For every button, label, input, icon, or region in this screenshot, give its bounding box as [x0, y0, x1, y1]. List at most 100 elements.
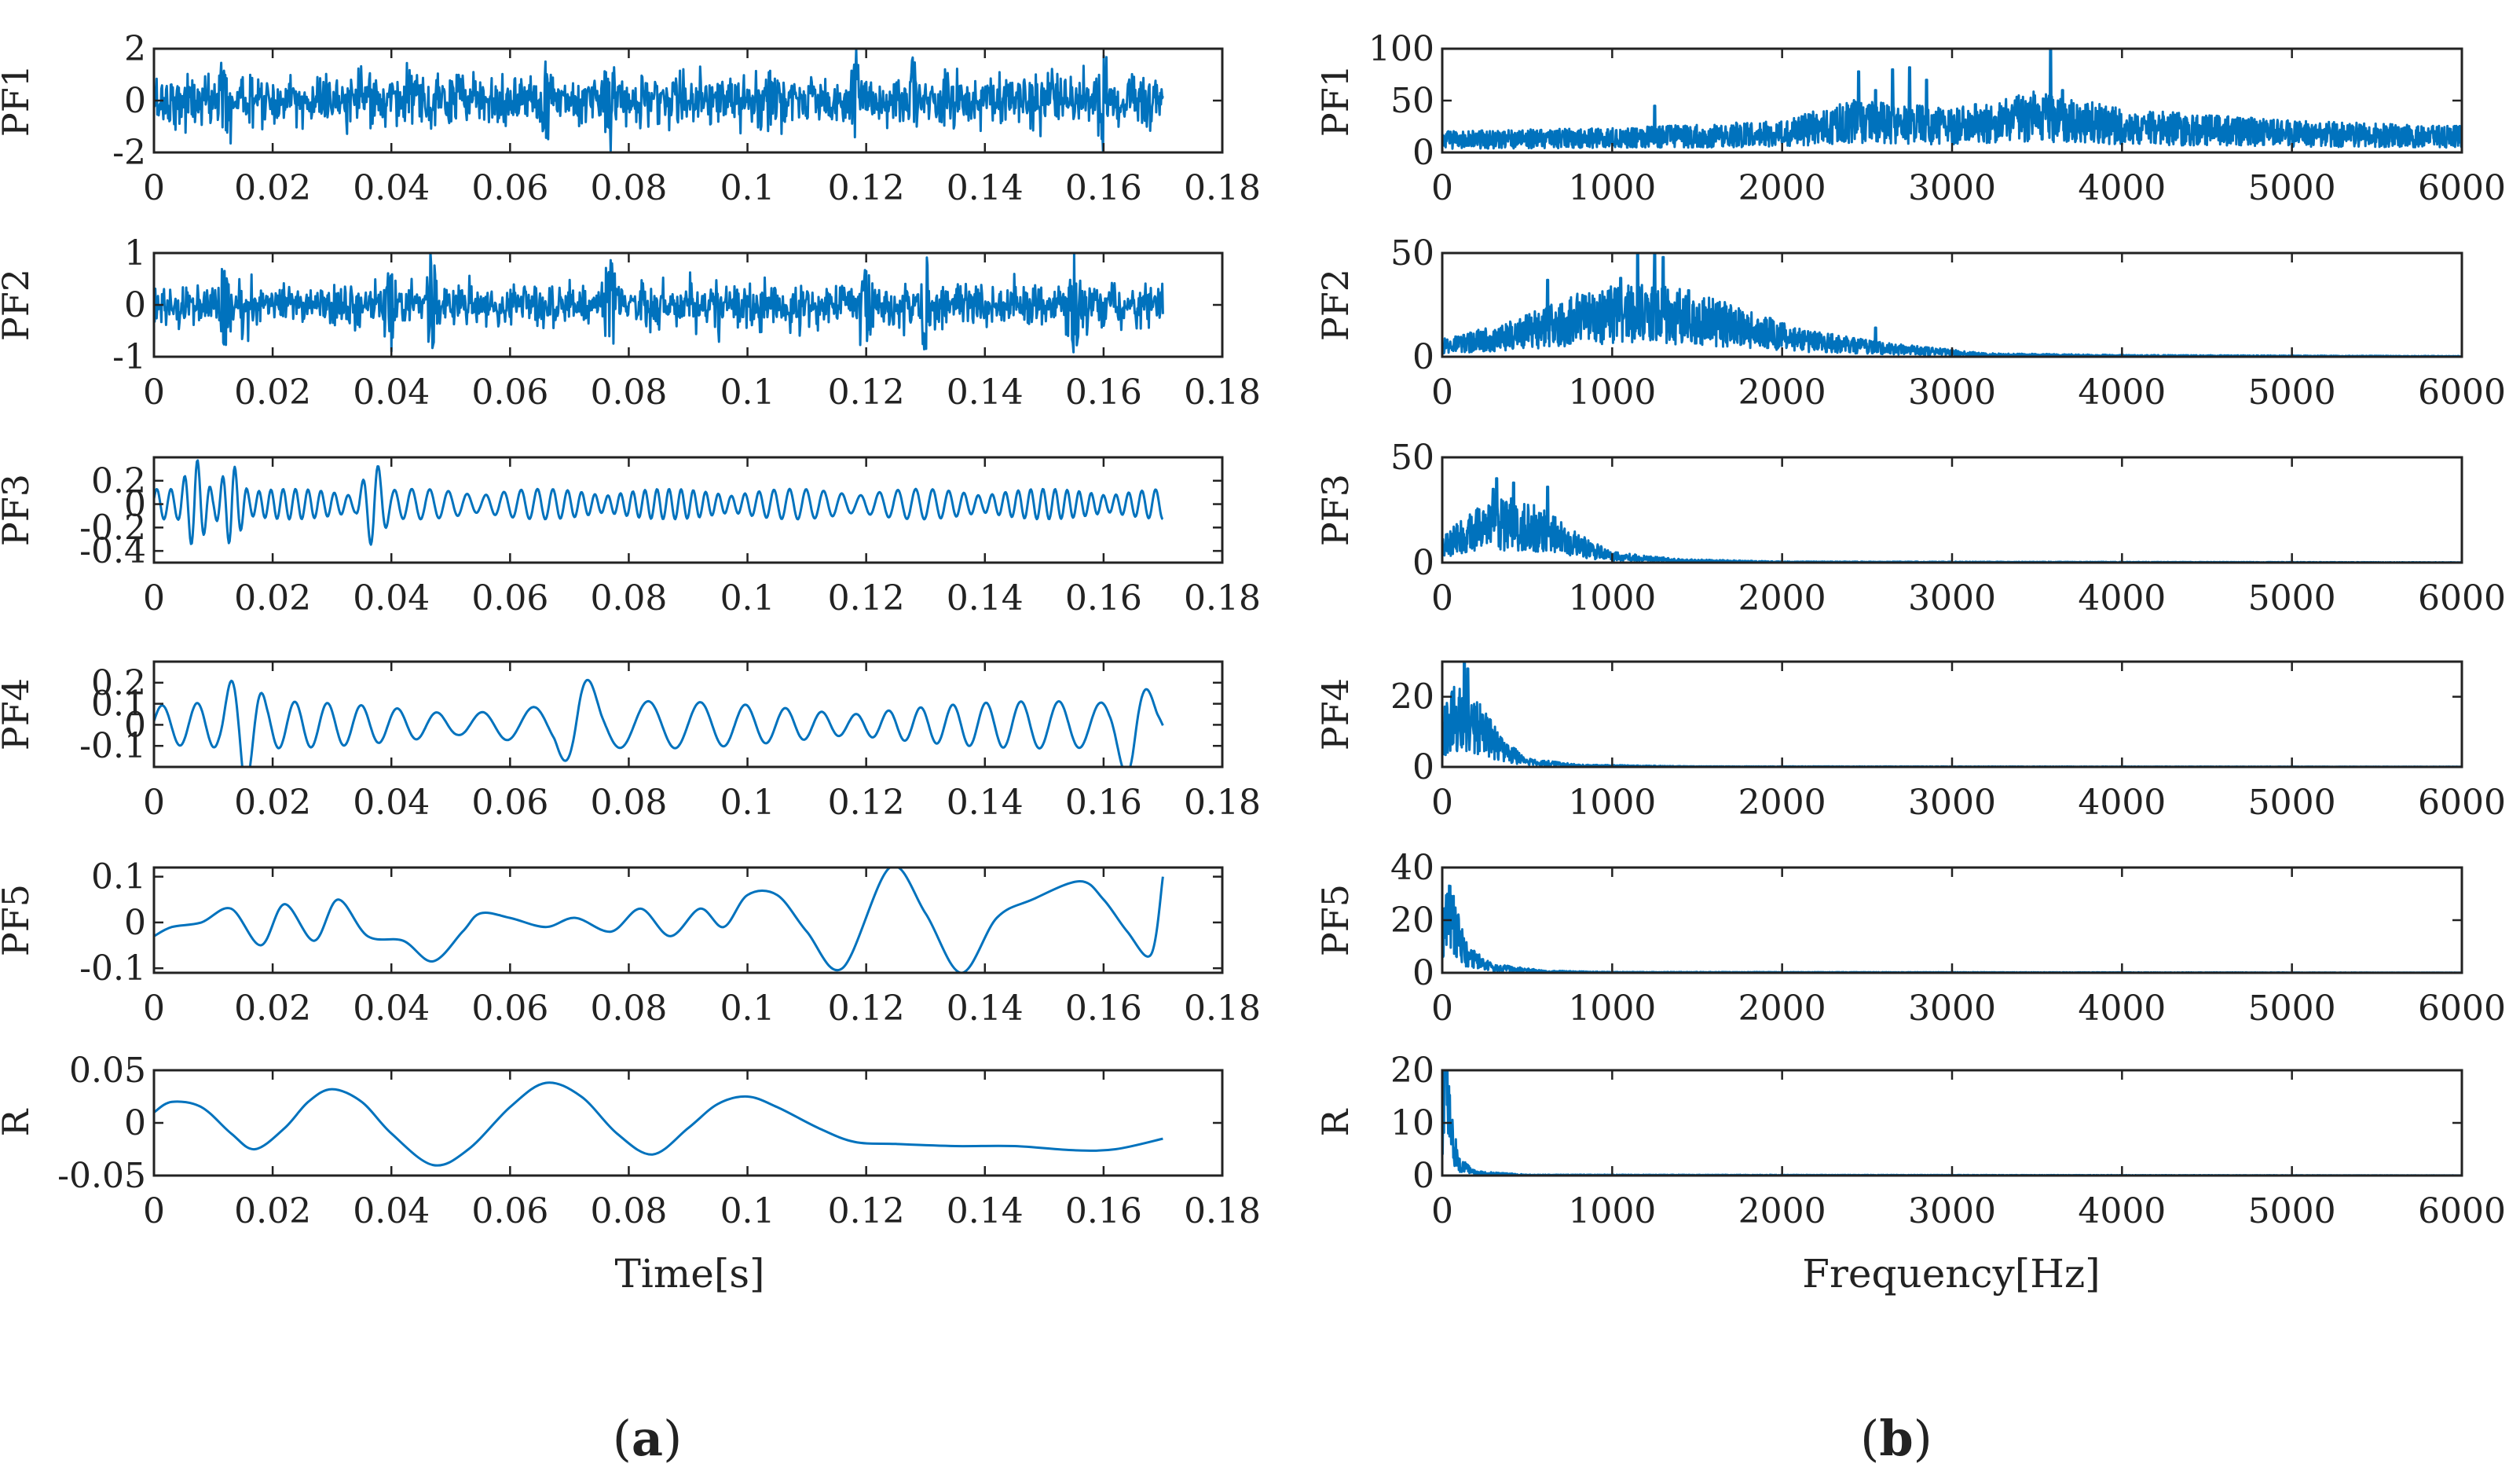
- x-tick-label: 0.06: [471, 989, 548, 1029]
- x-tick-label: 0.1: [720, 1191, 775, 1231]
- x-tick-label: 6000: [2418, 1191, 2506, 1231]
- x-tick-label: 6000: [2418, 168, 2506, 208]
- panel-b-caption-label: (b): [1860, 1410, 1932, 1467]
- y-tick-label: 0.1: [91, 684, 146, 724]
- y-tick-label: 100: [1368, 29, 1434, 69]
- x-tick-label: 0: [143, 168, 165, 208]
- x-tick-label: 0: [143, 1191, 165, 1231]
- x-tick-label: 0.1: [720, 578, 775, 618]
- y-tick-label: 0: [124, 903, 146, 943]
- y-axis-label: PF1: [1314, 64, 1357, 137]
- axes-frame: [152, 1069, 1224, 1177]
- y-tick-label: 0: [1412, 747, 1434, 787]
- x-tick-label: 6000: [2418, 783, 2506, 823]
- subplot-a-r: 0 0.02 0.04 0.06 0.08 0.1 0.12 0.14 0.16 0.18 0.05…: [0, 1051, 1261, 1231]
- x-tick-label: 0.18: [1184, 372, 1261, 413]
- x-tick-label: 0.14: [947, 168, 1024, 208]
- axes-frame: [1441, 660, 2463, 769]
- y-axis-label: PF5: [1314, 884, 1357, 956]
- x-tick-label: 0.08: [590, 578, 667, 618]
- trace-b-pf1: [1442, 49, 2462, 150]
- x-tick-label: 0.02: [234, 168, 311, 208]
- y-axis-label: PF3: [1314, 474, 1357, 546]
- x-tick-label: 1000: [1568, 989, 1656, 1029]
- y-axis-label: R: [1314, 1108, 1357, 1136]
- panel-b-caption-letter: b: [1879, 1410, 1913, 1467]
- trace-a-pf3: [154, 459, 1164, 546]
- y-tick-label: 20: [1390, 677, 1434, 717]
- y-tick-label: 0: [1412, 133, 1434, 173]
- x-tick-label: 0.04: [353, 1191, 430, 1231]
- trace-b-pf2: [1442, 253, 2462, 357]
- y-axis-label: PF3: [0, 474, 37, 546]
- x-tick-label: 0.04: [353, 783, 430, 823]
- x-tick-label: 5000: [2248, 168, 2336, 208]
- x-tick-label: 0.18: [1184, 989, 1261, 1029]
- x-tick-label: 0.16: [1065, 1191, 1142, 1231]
- y-tick-label: 50: [1390, 233, 1434, 273]
- axes-frame: [152, 456, 1224, 564]
- y-tick-label: 40: [1390, 848, 1434, 888]
- panel-b-caption-close: ): [1914, 1410, 1932, 1467]
- x-tick-label: 1000: [1568, 168, 1656, 208]
- x-tick-label: 5000: [2248, 578, 2336, 618]
- panel-b-caption-open: (: [1860, 1410, 1879, 1467]
- y-tick-label: 0: [124, 705, 146, 745]
- trace-b-pf5: [1442, 884, 2462, 973]
- x-tick-label: 4000: [2078, 578, 2166, 618]
- x-tick-label: 0.16: [1065, 372, 1142, 413]
- y-axis-label: PF2: [1314, 269, 1357, 341]
- x-tick-label: 5000: [2248, 372, 2336, 413]
- y-tick-label: 0: [124, 485, 146, 525]
- y-tick-label: -0.1: [79, 726, 146, 766]
- panel-a-caption-letter: a: [632, 1410, 663, 1467]
- y-tick-label: 2: [124, 29, 146, 69]
- subplot-b-pf5: 0 1000 2000 3000 4000 5000 6000 40 20 0 PF5: [1314, 848, 2506, 1029]
- subplot-a-pf3: 0 0.02 0.04 0.06 0.08 0.1 0.12 0.14 0.16 0.180.20…: [0, 456, 1261, 618]
- y-tick-label: 20: [1390, 901, 1434, 941]
- x-tick-label: 2000: [1738, 783, 1826, 823]
- x-tick-label: 0.02: [234, 783, 311, 823]
- subplot-b-pf1: 0 1000 2000 3000 4000 5000 6000 100 50 0 PF1: [1314, 29, 2506, 208]
- x-tick-label: 3000: [1908, 783, 1996, 823]
- y-axis-label: PF2: [0, 269, 37, 341]
- y-tick-label: 0: [1412, 953, 1434, 993]
- subplot-b-r: 0 1000 2000 3000 4000 5000 6000 20 10 0 R: [1314, 1051, 2506, 1231]
- trace-a-pf2: [154, 253, 1164, 354]
- x-tick-label: 0.14: [947, 372, 1024, 413]
- subplot-b-pf4: 0 1000 2000 3000 4000 5000 6000 20 0 PF4: [1314, 660, 2506, 823]
- x-tick-label: 0.12: [828, 783, 905, 823]
- x-tick-label: 5000: [2248, 989, 2336, 1029]
- y-tick-label: 0.2: [91, 461, 146, 501]
- x-tick-label: 0: [143, 578, 165, 618]
- x-tick-label: 3000: [1908, 1191, 1996, 1231]
- x-tick-label: 1000: [1568, 372, 1656, 413]
- panel-b-xlabel: Frequency[Hz]: [1802, 1251, 2100, 1297]
- y-tick-label: 0: [124, 81, 146, 121]
- trace-a-r: [154, 1081, 1163, 1167]
- axes-frame: [1441, 1069, 2463, 1177]
- y-axis-label: PF4: [0, 678, 37, 750]
- x-tick-label: 0.04: [353, 168, 430, 208]
- x-tick-label: 0.12: [828, 372, 905, 413]
- x-tick-label: 0: [1431, 578, 1453, 618]
- x-tick-label: 0.04: [353, 372, 430, 413]
- x-tick-label: 0.12: [828, 989, 905, 1029]
- x-tick-label: 0.12: [828, 578, 905, 618]
- x-tick-label: 0: [1431, 989, 1453, 1029]
- y-tick-label: -0.2: [79, 508, 146, 548]
- y-tick-label: 20: [1390, 1051, 1434, 1091]
- axes-frame: [1441, 866, 2463, 974]
- x-tick-label: 0: [143, 783, 165, 823]
- y-tick-label: 0: [124, 285, 146, 325]
- x-tick-label: 0.14: [947, 1191, 1024, 1231]
- x-tick-label: 6000: [2418, 578, 2506, 618]
- x-tick-label: 4000: [2078, 1191, 2166, 1231]
- axes-frame: [152, 866, 1224, 974]
- x-tick-label: 0: [1431, 783, 1453, 823]
- x-tick-label: 3000: [1908, 578, 1996, 618]
- subplot-a-pf5: 0 0.02 0.04 0.06 0.08 0.1 0.12 0.14 0.16 0.18 0.1 0…: [0, 857, 1261, 1029]
- x-tick-label: 0: [1431, 1191, 1453, 1231]
- x-tick-label: 0.1: [720, 168, 775, 208]
